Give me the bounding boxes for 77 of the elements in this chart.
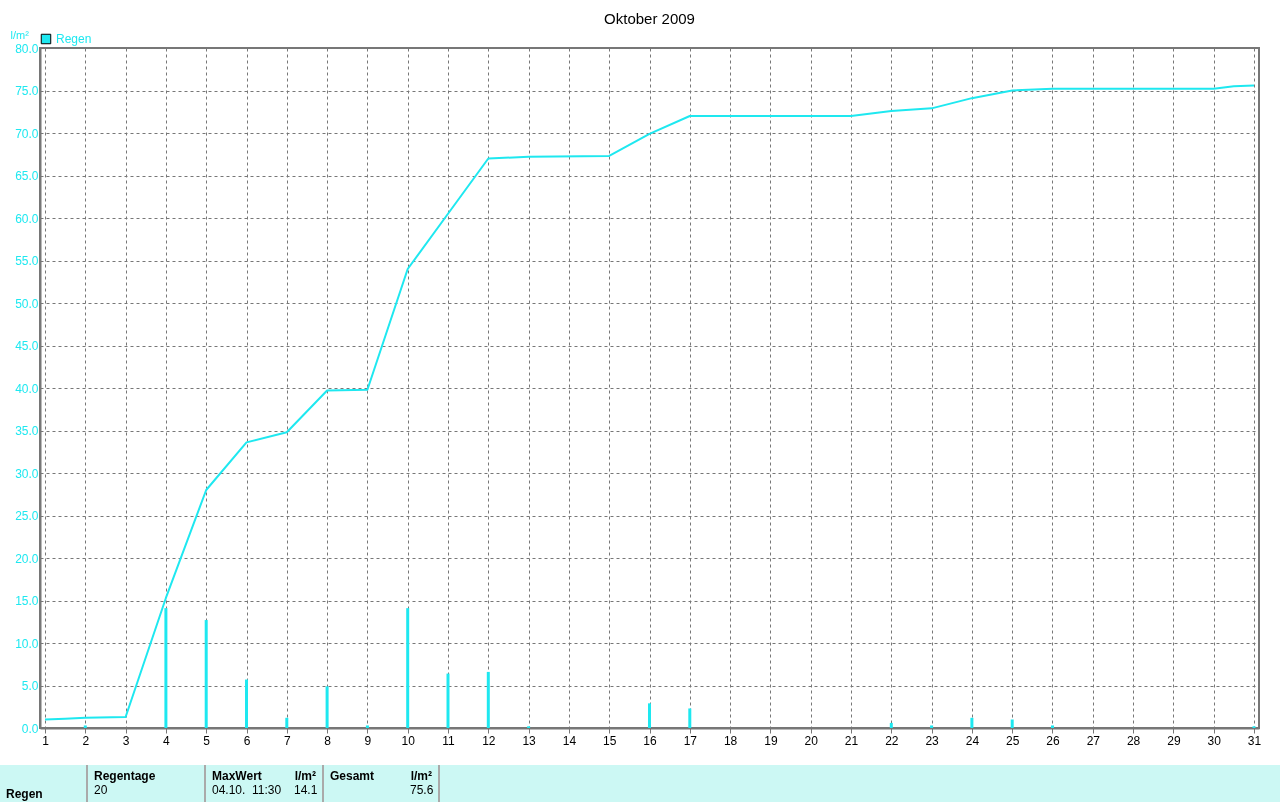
bar [406, 608, 410, 728]
x-tick-label: 18 [723, 733, 738, 748]
bar [245, 679, 248, 728]
text: l/m² [294, 769, 316, 783]
text: MaxWert [212, 769, 263, 783]
text: 04.10. 11:30 [212, 783, 282, 797]
chart-title: Oktober 2009 [604, 10, 695, 27]
legend-label: Regen [56, 32, 92, 46]
x-tick-label: 25 [1006, 733, 1020, 748]
text: Regentage [94, 769, 157, 783]
bar [1010, 719, 1014, 728]
x-tick-label: 14 [562, 733, 577, 748]
y-tick-label: 60.0 [15, 211, 39, 226]
bar [446, 673, 450, 728]
y-tick-label: 20.0 [15, 551, 39, 566]
x-tick-label: 17 [683, 733, 698, 748]
text: l/m² [410, 769, 432, 783]
y-tick-label: 15.0 [15, 594, 39, 608]
bar [1051, 725, 1054, 728]
text: Gesamt [330, 769, 376, 783]
x-tick-label: 22 [885, 733, 899, 748]
y-tick-label: 65.0 [15, 169, 39, 183]
x-tick-label: 20 [804, 733, 819, 748]
bar [486, 671, 490, 728]
y-tick-label: 45.0 [15, 339, 39, 353]
bar [365, 725, 369, 728]
y-axis-title: l/m² [10, 28, 30, 41]
bar [930, 725, 934, 728]
y-tick-label: 5.0 [21, 679, 39, 693]
y-tick-label: 70.0 [15, 126, 39, 141]
x-tick-label: 12 [482, 733, 496, 748]
y-tick-label: 35.0 [15, 424, 39, 438]
x-tick-label: 15 [603, 733, 617, 748]
y-tick-label: 40.0 [15, 381, 39, 396]
y-tick-label: 0.0 [21, 721, 39, 736]
x-tick-label: 9 [364, 733, 372, 748]
bar [688, 708, 692, 728]
x-tick-label: 4 [163, 733, 171, 748]
x-tick-label: 26 [1046, 733, 1060, 748]
x-tick-label: 29 [1167, 733, 1181, 748]
text: Regen [6, 787, 44, 801]
y-tick-label: 80.0 [15, 41, 39, 56]
text: 20 [94, 783, 109, 797]
y-tick-label: 30.0 [15, 466, 39, 481]
x-tick-label: 28 [1126, 733, 1141, 748]
x-tick-label: 23 [925, 733, 940, 748]
text: 14.1 [294, 783, 318, 797]
x-tick-label: 30 [1207, 733, 1222, 748]
bar [83, 725, 87, 728]
x-tick-label: 7 [283, 733, 291, 748]
x-tick-label: 6 [243, 733, 251, 748]
bar [889, 722, 893, 728]
x-tick-label: 16 [643, 733, 657, 748]
x-tick-label: 21 [844, 733, 859, 748]
bar [204, 620, 208, 728]
x-tick-label: 5 [203, 733, 211, 748]
text: 75.6 [410, 783, 434, 797]
y-tick-label: 25.0 [15, 509, 39, 523]
y-tick-label: 10.0 [15, 636, 39, 651]
y-tick-label: 50.0 [15, 296, 39, 311]
x-tick-label: 10 [401, 733, 416, 748]
y-tick-label: 55.0 [15, 254, 39, 268]
y-tick-label: 75.0 [15, 84, 39, 98]
x-tick-label: 1 [42, 733, 50, 748]
x-tick-label: 8 [324, 733, 332, 748]
bar [285, 717, 289, 728]
bar [648, 703, 651, 728]
x-tick-label: 13 [522, 733, 537, 748]
x-tick-label: 3 [122, 733, 130, 748]
x-tick-label: 31 [1247, 733, 1262, 748]
x-tick-label: 24 [965, 733, 980, 748]
x-tick-label: 27 [1086, 733, 1101, 748]
bar [970, 717, 974, 728]
x-tick-label: 2 [82, 733, 90, 748]
x-tick-label: 19 [764, 733, 778, 748]
bar [325, 686, 329, 728]
x-tick-label: 11 [442, 733, 456, 748]
